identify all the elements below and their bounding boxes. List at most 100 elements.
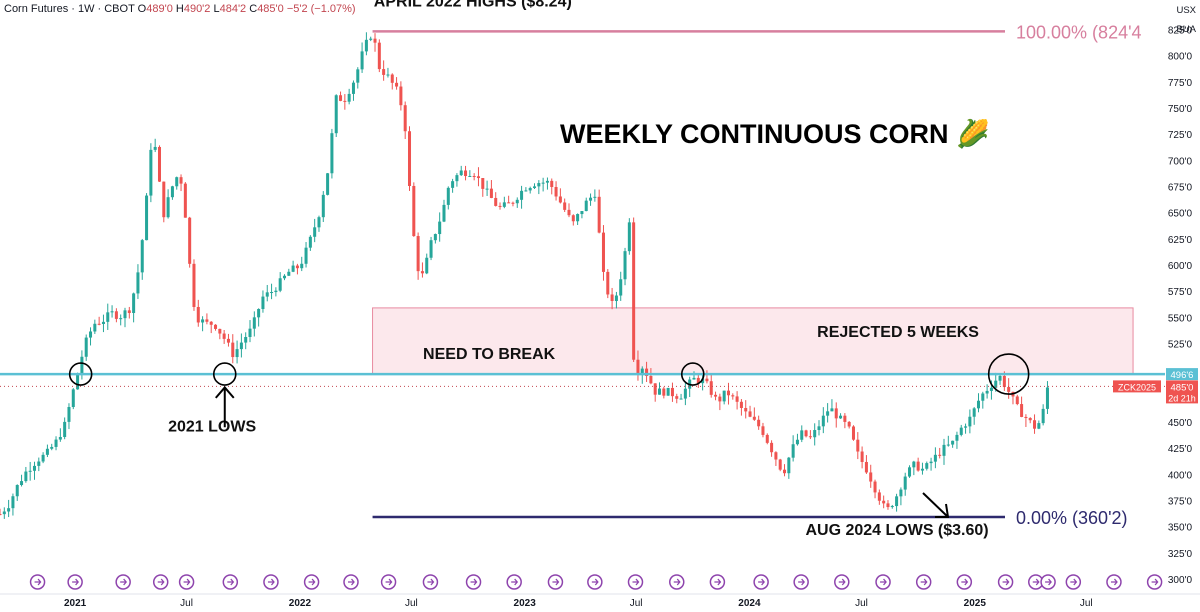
event-icon[interactable] (547, 574, 564, 590)
event-icon[interactable] (1040, 574, 1056, 590)
arrow-right-icon (120, 578, 128, 586)
candle-body (1037, 423, 1041, 429)
candle (696, 374, 700, 388)
event-icon[interactable] (263, 574, 279, 590)
candle (765, 433, 769, 445)
event-icon[interactable] (753, 574, 769, 590)
candle-body (942, 444, 946, 456)
candle (403, 101, 407, 140)
candle-body (205, 319, 209, 322)
candle (912, 460, 916, 476)
candle-body (847, 421, 851, 427)
candle (606, 269, 610, 299)
candle (550, 178, 554, 195)
event-icon[interactable] (997, 574, 1014, 590)
event-icon[interactable] (709, 574, 726, 590)
arrow-right-icon (427, 578, 435, 586)
candle-body (360, 51, 364, 70)
event-icon[interactable] (152, 574, 169, 590)
candle-body (201, 319, 205, 323)
candle-body (145, 195, 149, 241)
event-icon[interactable] (793, 574, 809, 590)
event-icon[interactable] (915, 574, 932, 590)
candle-body (972, 408, 976, 417)
touch-circle (987, 353, 1030, 395)
event-icon[interactable] (1106, 574, 1122, 590)
candle-body (222, 333, 226, 339)
x-tick-label: Jul (405, 598, 418, 609)
close-value: 485'0 (257, 3, 284, 15)
candle-body (735, 396, 739, 402)
event-icon[interactable] (956, 574, 973, 590)
current-price-tag (1166, 380, 1198, 404)
candle (1033, 414, 1037, 434)
event-icon[interactable] (1065, 574, 1082, 590)
event-icon[interactable] (506, 574, 522, 590)
event-icon[interactable] (29, 574, 46, 590)
candle (442, 199, 446, 223)
candle-body (576, 214, 580, 222)
arrow-right-icon (183, 578, 191, 586)
x-tick-label: Jul (180, 598, 193, 609)
candle (619, 271, 623, 301)
event-icon[interactable] (834, 574, 850, 590)
event-icon[interactable] (303, 574, 320, 590)
candle-body (313, 227, 317, 237)
event-icon[interactable] (875, 574, 891, 590)
candle (360, 42, 364, 73)
candle-body (683, 388, 687, 399)
candle (563, 198, 567, 212)
candle-body (304, 247, 308, 264)
candle (326, 173, 330, 196)
candle-body (106, 312, 110, 322)
candle-body (386, 74, 390, 76)
candle-body (632, 222, 636, 360)
candle-body (373, 38, 377, 43)
candle-body (93, 323, 97, 332)
candle (248, 320, 252, 343)
candle (196, 299, 200, 327)
candle (735, 391, 739, 410)
candle (877, 489, 881, 505)
candle (955, 431, 959, 449)
event-icon[interactable] (178, 574, 195, 590)
candle (748, 405, 752, 418)
candle-body (964, 426, 968, 428)
event-icon[interactable] (222, 574, 239, 590)
candle (481, 177, 485, 197)
candle (429, 236, 433, 261)
candle-body (830, 408, 834, 412)
candle (364, 32, 368, 56)
candle-body (619, 279, 623, 296)
candle-body (636, 359, 640, 375)
event-icon[interactable] (1146, 574, 1163, 590)
event-icon[interactable] (627, 574, 644, 590)
event-icon[interactable] (587, 574, 603, 590)
event-icon[interactable] (380, 574, 397, 590)
candle-body (20, 481, 24, 486)
candle-body (295, 265, 299, 269)
arrow-right-icon (511, 578, 519, 586)
candle (179, 174, 183, 192)
event-icon[interactable] (422, 574, 439, 590)
candle (321, 191, 325, 222)
x-tick-label: 2022 (289, 598, 312, 609)
arrow-right-icon (1002, 578, 1010, 586)
candle (632, 217, 636, 362)
event-icon[interactable] (465, 574, 482, 590)
candle-body (627, 222, 631, 252)
candle-body (787, 457, 791, 474)
event-icon[interactable] (343, 574, 359, 590)
candle (770, 440, 774, 457)
candle-body (843, 415, 847, 422)
candle (295, 263, 299, 275)
candle-body (890, 506, 894, 508)
candle-body (679, 398, 683, 400)
event-icon[interactable] (67, 574, 83, 590)
candle (718, 393, 722, 411)
arrow-right-icon (591, 578, 599, 586)
event-icon[interactable] (669, 574, 685, 590)
event-icon[interactable] (115, 574, 131, 590)
candle (330, 128, 334, 179)
